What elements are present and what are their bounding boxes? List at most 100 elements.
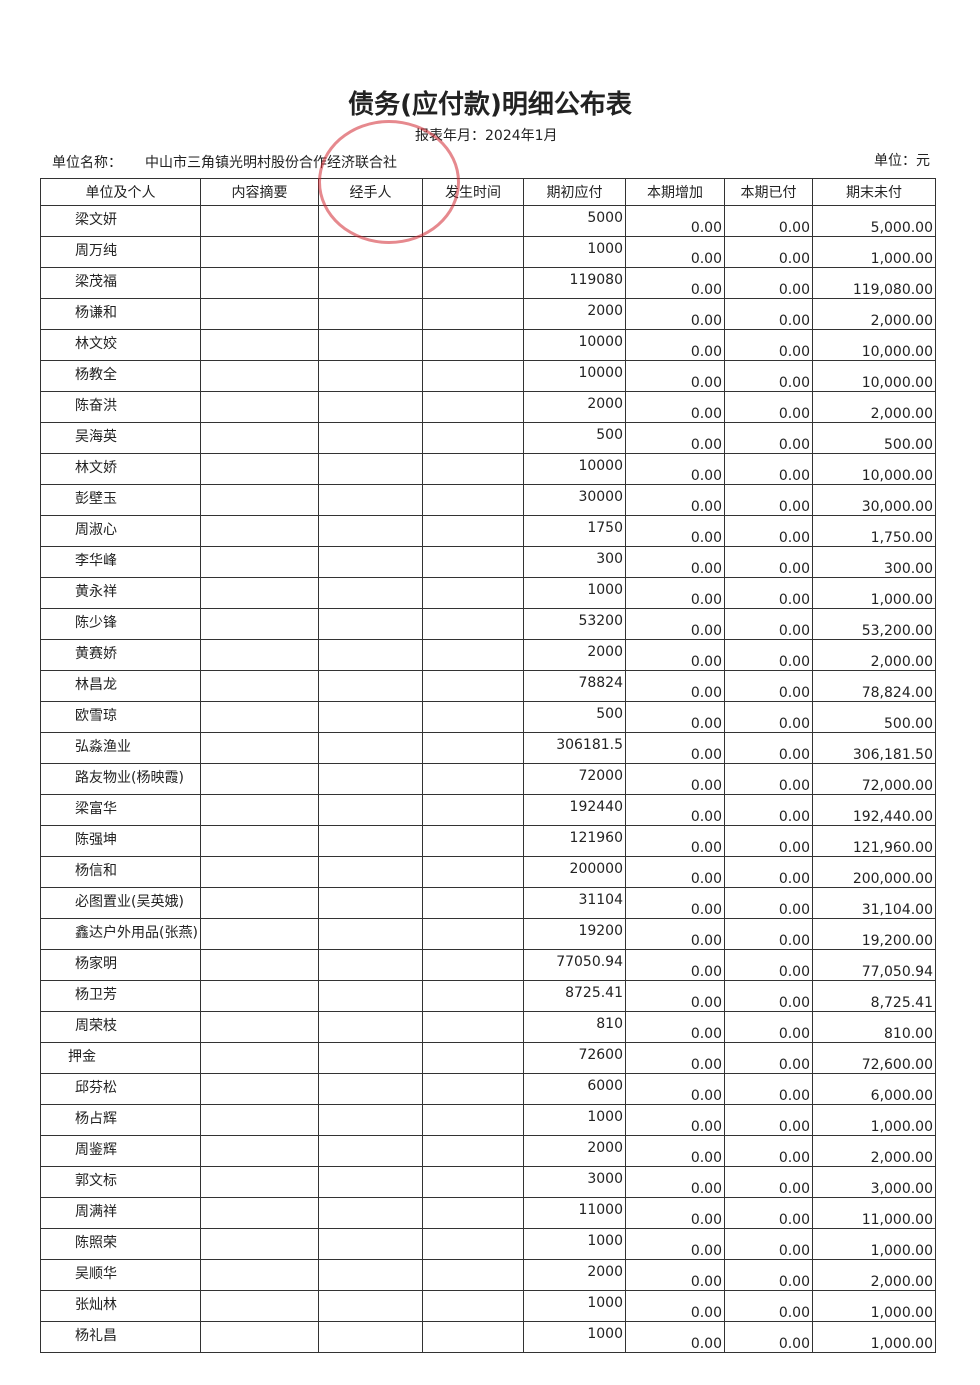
table-row: 黄赛娇 2000 0.00 0.00 2,000.00 [40,639,936,671]
empty-cell [422,360,524,392]
empty-cell [422,701,524,733]
amount-cell: 0.00 [625,732,725,764]
empty-cell [318,670,423,702]
amount-cell: 0.00 [724,1011,813,1043]
amount-cell: 72000 [523,763,626,795]
amount-cell: 810.00 [812,1011,936,1043]
table-row: 林文娇 10000 0.00 0.00 10,000.00 [40,453,936,485]
name-cell: 彭壁玉 [40,484,201,516]
table-row: 邱芬松 6000 0.00 0.00 6,000.00 [40,1073,936,1105]
amount-cell: 8725.41 [523,980,626,1012]
table-row: 必图置业(吴英娥) 31104 0.00 0.00 31,104.00 [40,887,936,919]
amount-cell: 0.00 [724,360,813,392]
amount-cell: 0.00 [625,980,725,1012]
table-row: 张灿林 1000 0.00 0.00 1,000.00 [40,1290,936,1322]
empty-cell [422,577,524,609]
amount-cell: 1,000.00 [812,236,936,268]
amount-cell: 0.00 [625,546,725,578]
empty-cell [422,484,524,516]
empty-cell [318,1166,423,1198]
empty-cell [200,1073,319,1105]
amount-cell: 10000 [523,360,626,392]
amount-cell: 30000 [523,484,626,516]
table-row: 陈强坤 121960 0.00 0.00 121,960.00 [40,825,936,857]
amount-cell: 0.00 [724,205,813,237]
amount-cell: 0.00 [724,949,813,981]
amount-cell: 0.00 [724,1290,813,1322]
empty-cell [422,1228,524,1260]
empty-cell [318,360,423,392]
table-row: 路友物业(杨映霞) 72000 0.00 0.00 72,000.00 [40,763,936,795]
amount-cell: 0.00 [724,515,813,547]
empty-cell [422,608,524,640]
amount-cell: 119080 [523,267,626,299]
table-row: 杨家明 77050.94 0.00 0.00 77,050.94 [40,949,936,981]
amount-cell: 121,960.00 [812,825,936,857]
empty-cell [422,205,524,237]
amount-cell: 1,000.00 [812,1321,936,1353]
name-cell: 杨卫芳 [40,980,201,1012]
name-cell: 林文娇 [40,453,201,485]
amount-cell: 192440 [523,794,626,826]
table-row: 陈照荣 1000 0.00 0.00 1,000.00 [40,1228,936,1260]
unit-label: 单位名称： [52,155,122,171]
amount-cell: 0.00 [625,360,725,392]
empty-cell [422,670,524,702]
amount-cell: 200,000.00 [812,856,936,888]
empty-cell [200,763,319,795]
name-cell: 梁富华 [40,794,201,826]
amount-cell: 306181.5 [523,732,626,764]
amount-cell: 78,824.00 [812,670,936,702]
empty-cell [422,1104,524,1136]
column-header: 单位及个人 [40,178,201,206]
amount-cell: 0.00 [625,1197,725,1229]
amount-cell: 0.00 [724,670,813,702]
empty-cell [200,825,319,857]
amount-cell: 0.00 [625,949,725,981]
name-cell: 周淑心 [40,515,201,547]
name-cell: 梁茂福 [40,267,201,299]
empty-cell [200,980,319,1012]
amount-cell: 1,000.00 [812,1290,936,1322]
empty-cell [318,1321,423,1353]
name-cell: 杨礼昌 [40,1321,201,1353]
amount-cell: 1750 [523,515,626,547]
empty-cell [200,298,319,330]
empty-cell [318,205,423,237]
empty-cell [318,453,423,485]
table-row: 梁茂福 119080 0.00 0.00 119,080.00 [40,267,936,299]
amount-cell: 0.00 [625,1259,725,1291]
empty-cell [200,360,319,392]
empty-cell [200,205,319,237]
header-row: 单位及个人 内容摘要 经手人 发生时间 期初应付 本期增加 本期已付 期末未付 [40,178,936,206]
amount-cell: 1,000.00 [812,1104,936,1136]
name-cell: 杨家明 [40,949,201,981]
table-row: 吴海英 500 0.00 0.00 500.00 [40,422,936,454]
empty-cell [318,763,423,795]
empty-cell [422,949,524,981]
amount-cell: 3000 [523,1166,626,1198]
amount-cell: 1000 [523,236,626,268]
table-row: 周满祥 11000 0.00 0.00 11,000.00 [40,1197,936,1229]
amount-cell: 0.00 [724,639,813,671]
empty-cell [200,267,319,299]
amount-cell: 5,000.00 [812,205,936,237]
amount-cell: 19,200.00 [812,918,936,950]
empty-cell [200,515,319,547]
amount-cell: 0.00 [724,856,813,888]
amount-cell: 0.00 [625,1228,725,1260]
amount-cell: 1,750.00 [812,515,936,547]
empty-cell [422,732,524,764]
amount-cell: 11000 [523,1197,626,1229]
table-row: 林文姣 10000 0.00 0.00 10,000.00 [40,329,936,361]
empty-cell [200,1321,319,1353]
amount-cell: 0.00 [724,1321,813,1353]
amount-cell: 0.00 [724,267,813,299]
column-header: 本期已付 [724,178,813,206]
amount-cell: 0.00 [625,1104,725,1136]
name-cell: 林昌龙 [40,670,201,702]
amount-cell: 0.00 [724,794,813,826]
empty-cell [200,1135,319,1167]
empty-cell [318,980,423,1012]
amount-cell: 0.00 [625,1166,725,1198]
